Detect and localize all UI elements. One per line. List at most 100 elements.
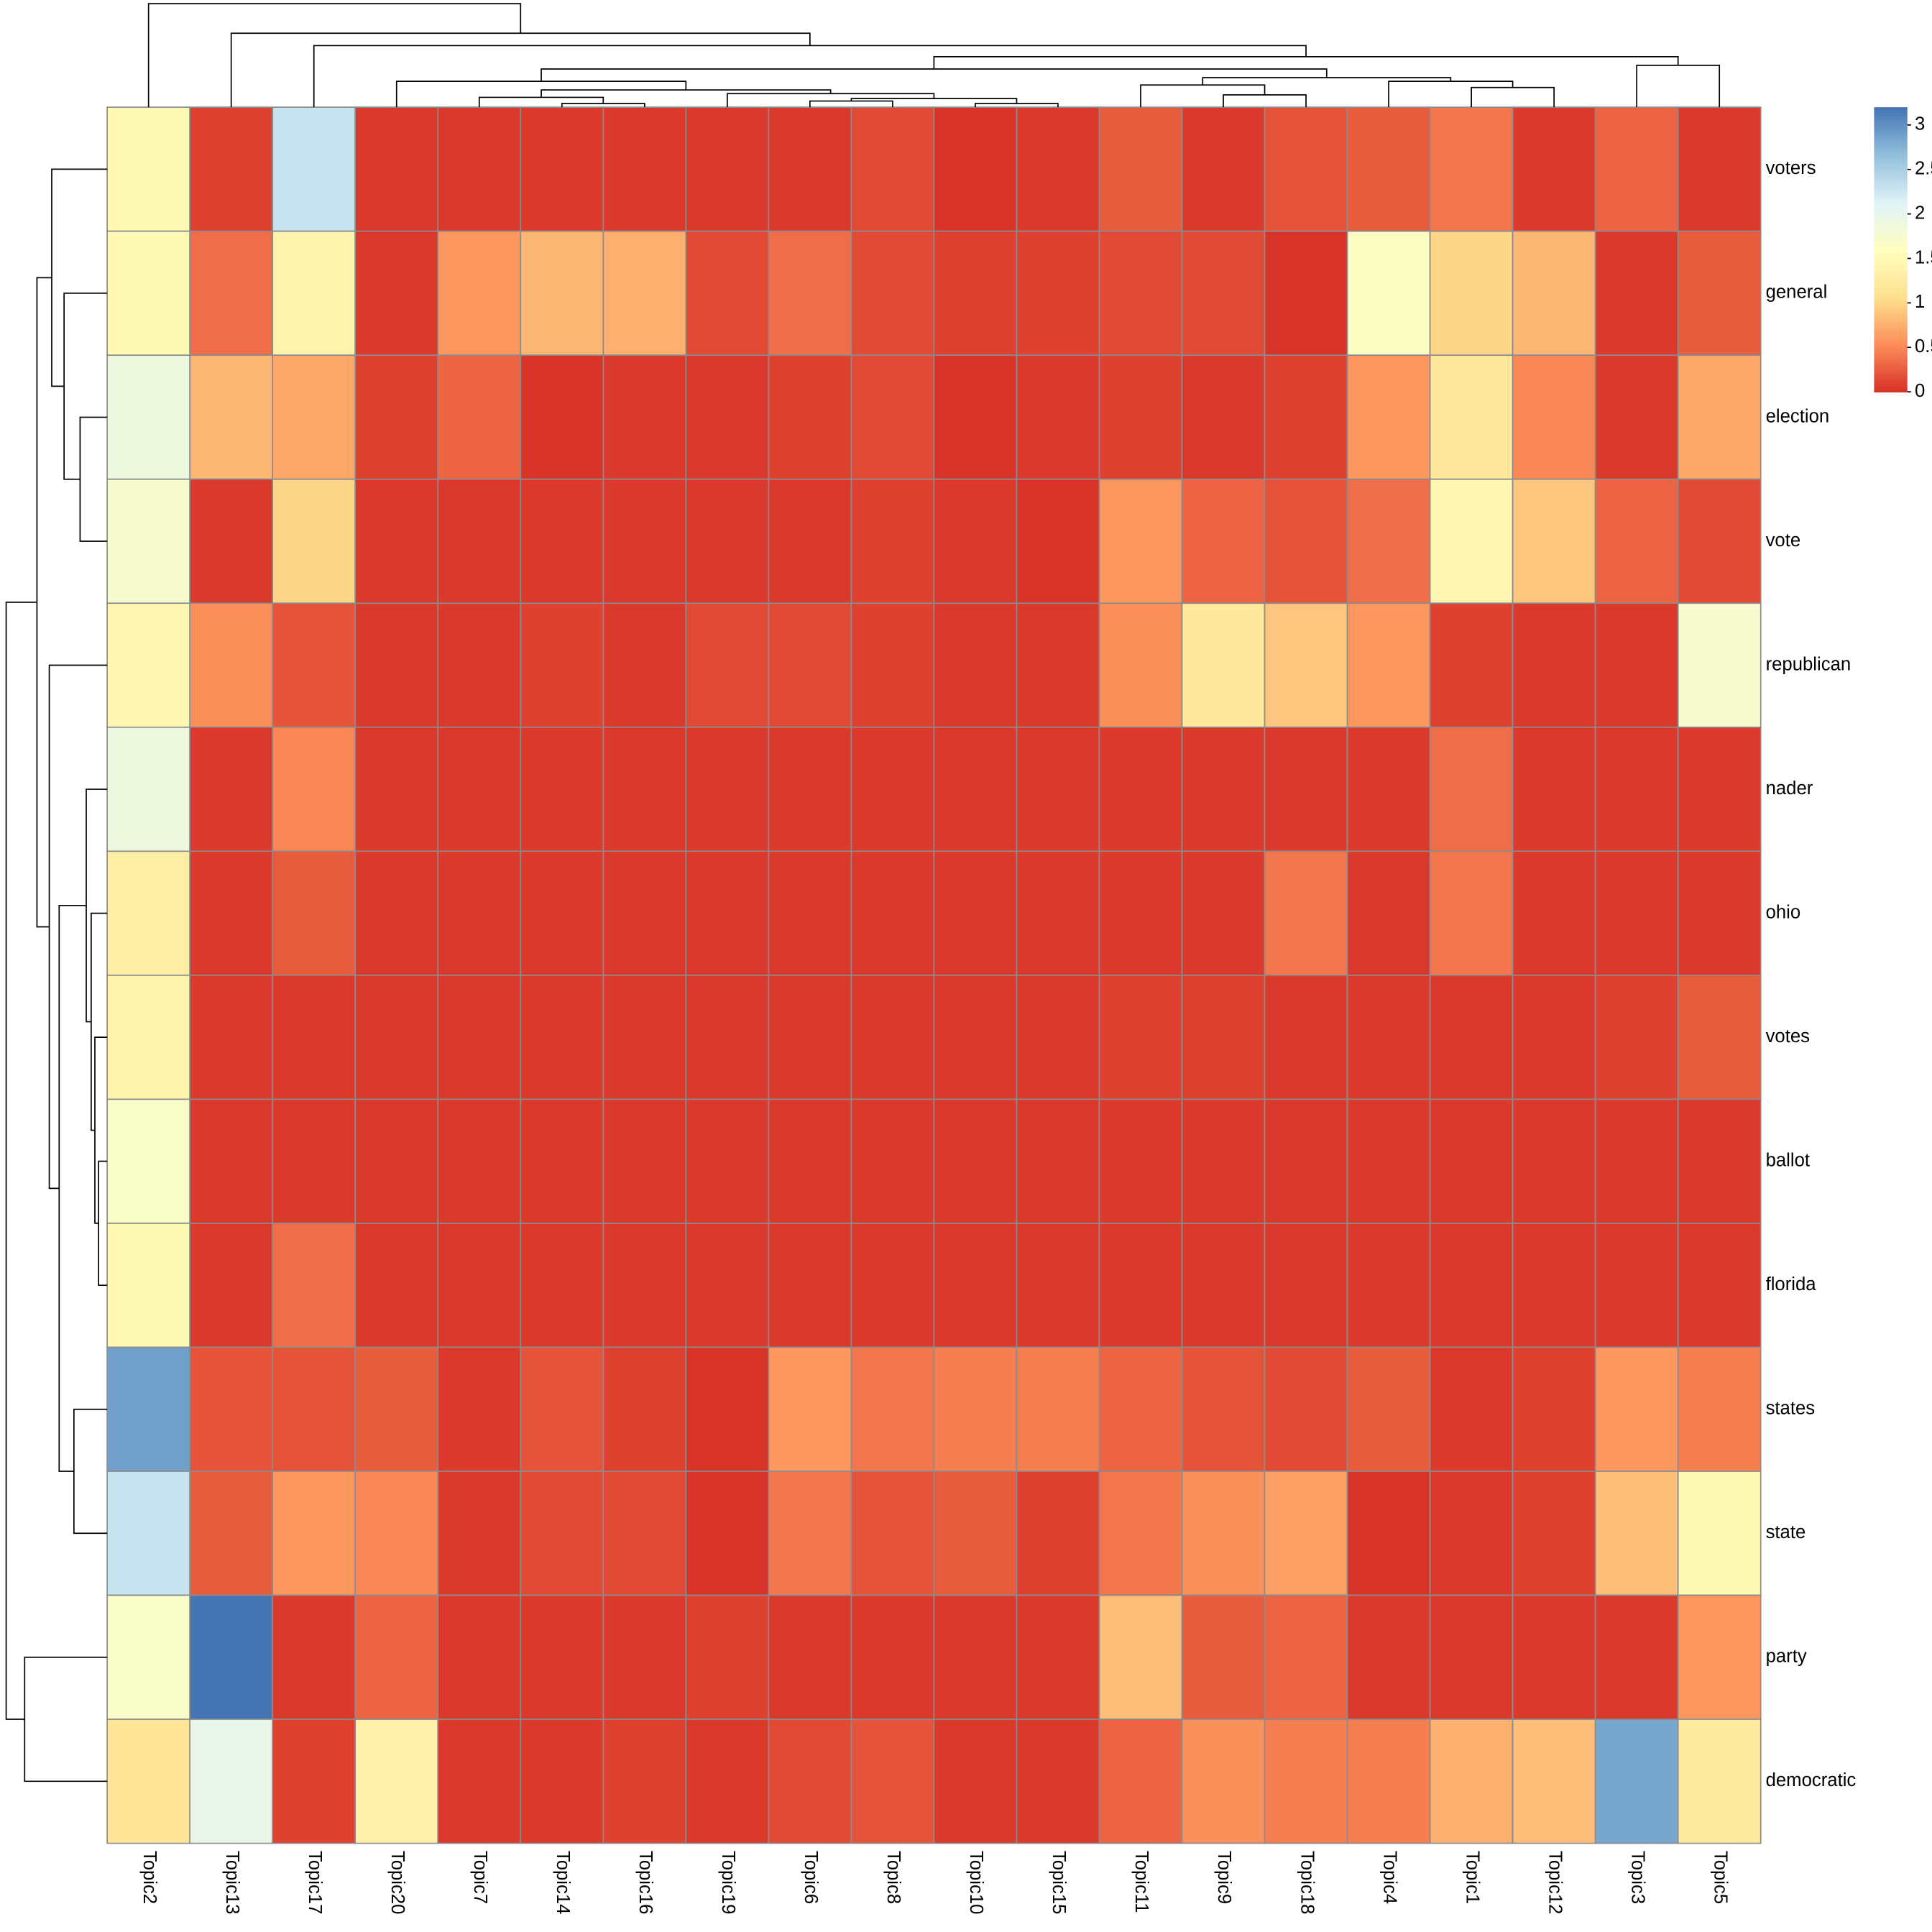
heatmap-cell	[1346, 1719, 1431, 1844]
column-label: Topic1	[1462, 1851, 1482, 1904]
heatmap-cell	[189, 106, 274, 232]
colorbar-segment	[1874, 360, 1908, 364]
colorbar-segment	[1874, 351, 1908, 356]
heatmap-cell	[1264, 1471, 1348, 1596]
colorbar-segment	[1874, 224, 1908, 228]
heatmap-cell	[602, 726, 687, 852]
colorbar-segment	[1874, 354, 1908, 359]
colorbar-tick-label: 0.5	[1915, 336, 1932, 356]
heatmap-cell	[437, 1471, 522, 1596]
colorbar-segment	[1874, 178, 1908, 182]
heatmap-cell	[768, 850, 852, 976]
heatmap-cell	[1594, 602, 1679, 728]
colorbar-segment	[1874, 252, 1908, 256]
heatmap-cell	[437, 478, 522, 604]
heatmap-cell	[933, 106, 1018, 232]
colorbar-segment	[1874, 206, 1908, 211]
colorbar-segment	[1874, 272, 1908, 276]
row-label: state	[1766, 1522, 1806, 1542]
heatmap-cell	[1264, 1346, 1348, 1472]
colorbar-segment	[1874, 212, 1908, 216]
heatmap-cell	[437, 1719, 522, 1844]
heatmap-cell	[1098, 1098, 1183, 1224]
dendrogram-branch	[313, 45, 1307, 108]
heatmap-cell	[933, 1223, 1018, 1348]
dendrogram-branch	[51, 168, 108, 387]
colorbar-segment	[1874, 215, 1908, 219]
heatmap-cell	[520, 478, 604, 604]
colorbar-segment	[1874, 155, 1908, 160]
colorbar-segment	[1874, 241, 1908, 245]
heatmap-cell	[602, 850, 687, 976]
heatmap-cell	[189, 1471, 274, 1596]
column-label: Topic17	[305, 1851, 325, 1915]
colorbar-segment	[1874, 283, 1908, 288]
heatmap-cell	[602, 602, 687, 728]
heatmap-cell	[354, 726, 439, 852]
colorbar-segment	[1874, 203, 1908, 208]
heatmap-cell	[1677, 726, 1762, 852]
row-label: nader	[1766, 778, 1813, 799]
heatmap-cell	[520, 1098, 604, 1224]
heatmap-cell	[1264, 1098, 1348, 1224]
heatmap-cell	[1346, 602, 1431, 728]
heatmap-cell	[1181, 1471, 1266, 1596]
dendrogram-branch	[94, 1036, 108, 1224]
colorbar-segment	[1874, 118, 1908, 122]
heatmap-cell	[1016, 602, 1100, 728]
heatmap-cell	[106, 1471, 191, 1596]
heatmap-cell	[189, 354, 274, 480]
colorbar-segment	[1874, 244, 1908, 248]
heatmap-cell	[1346, 850, 1431, 976]
colorbar-segment	[1874, 198, 1908, 202]
colorbar-segment	[1874, 363, 1908, 367]
column-label: Topic9	[1214, 1851, 1234, 1904]
heatmap-cell	[768, 1471, 852, 1596]
heatmap-cell	[189, 1594, 274, 1720]
heatmap-cell	[1429, 975, 1514, 1100]
colorbar-segment	[1874, 218, 1908, 222]
heatmap-cell	[1098, 1594, 1183, 1720]
colorbar-segment	[1874, 195, 1908, 199]
colorbar-segment	[1874, 349, 1908, 353]
colorbar-segment	[1874, 321, 1908, 324]
heatmap-cell	[850, 1223, 935, 1348]
heatmap-cell	[1677, 478, 1762, 604]
heatmap-cell	[685, 975, 770, 1100]
heatmap-cell	[272, 726, 356, 852]
colorbar-segment	[1874, 374, 1908, 379]
heatmap-cell	[1512, 1223, 1596, 1348]
heatmap-cell	[1264, 230, 1348, 356]
heatmap-cell	[1264, 478, 1348, 604]
heatmap-cell	[1264, 1719, 1348, 1844]
heatmap-cell	[520, 602, 604, 728]
heatmap-cell	[520, 850, 604, 976]
column-label: Topic7	[470, 1851, 490, 1904]
colorbar-segment	[1874, 277, 1908, 282]
row-label: florida	[1766, 1274, 1817, 1294]
heatmap-cell	[189, 478, 274, 604]
colorbar-segment	[1874, 275, 1908, 279]
colorbar-segment	[1874, 150, 1908, 154]
heatmap-cell	[1677, 1594, 1762, 1720]
heatmap-cell	[1594, 726, 1679, 852]
colorbar-segment	[1874, 226, 1908, 231]
heatmap-cell	[685, 354, 770, 480]
column-label: Topic11	[1131, 1851, 1151, 1913]
heatmap-cell	[354, 1223, 439, 1348]
colorbar-segment	[1874, 318, 1908, 321]
colorbar-segment	[1874, 110, 1908, 114]
heatmap-cell	[768, 478, 852, 604]
heatmap-cell	[1181, 1719, 1266, 1844]
heatmap-cell	[1098, 106, 1183, 232]
heatmap-cell	[1677, 1223, 1762, 1348]
row-label: democratic	[1766, 1770, 1857, 1790]
heatmap-cell	[1346, 1223, 1431, 1348]
colorbar-segment	[1874, 306, 1908, 310]
dendrogram-branch	[91, 912, 108, 1131]
heatmap-cell	[1346, 1346, 1431, 1472]
colorbar-segment	[1874, 389, 1908, 392]
dendrogram-branch	[24, 1656, 108, 1782]
heatmap-cell	[520, 230, 604, 356]
row-label: vote	[1766, 530, 1801, 551]
